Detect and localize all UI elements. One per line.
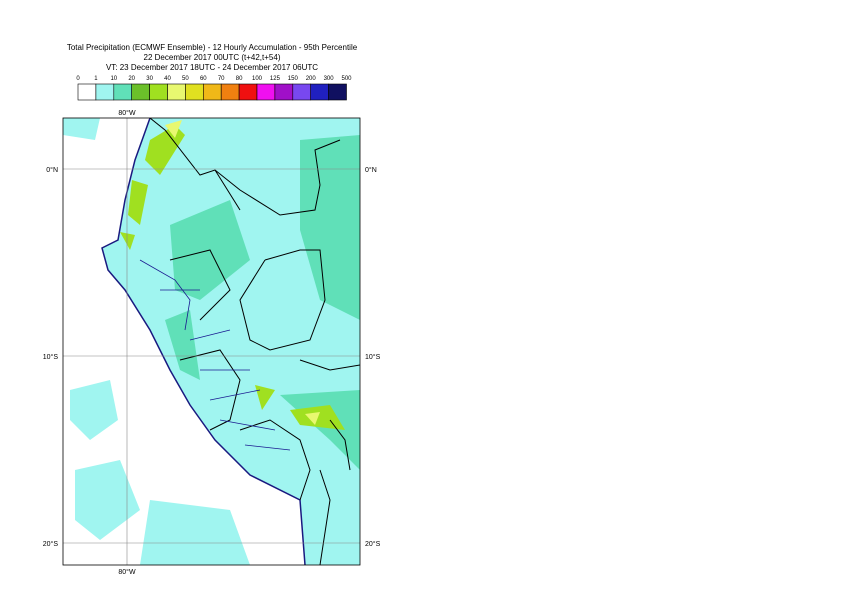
legend-swatch xyxy=(274,83,294,101)
legend-swatch xyxy=(292,83,311,101)
graticule xyxy=(63,118,360,565)
legend: 0 1 10 20 30 40 50 60 70 80 100 125 150 200 300 500 xyxy=(76,76,352,101)
legend-label: 1 xyxy=(94,76,98,82)
legend-label: 150 xyxy=(288,76,299,82)
borders xyxy=(149,118,360,565)
axis-labels: 80°W 80°W 0°N 0°N 10°S 10°S 20°S 20°S xyxy=(43,109,381,576)
legend-swatch xyxy=(256,83,276,101)
legend-swatch xyxy=(95,83,115,101)
legend-swatch xyxy=(185,83,204,101)
lat-label: 20°S xyxy=(43,540,59,548)
base-time: 22 December 2017 00UTC (t+42,t+54) xyxy=(144,53,281,62)
legend-label: 10 xyxy=(110,76,117,82)
legend-swatch xyxy=(77,83,97,101)
legend-label: 300 xyxy=(324,76,335,82)
legend-label: 60 xyxy=(200,76,207,82)
legend-label: 500 xyxy=(341,76,352,82)
legend-label: 30 xyxy=(146,76,153,82)
coastline xyxy=(101,118,306,565)
legend-swatch xyxy=(328,83,347,101)
legend-swatch xyxy=(131,83,150,101)
precip-patch xyxy=(165,135,360,470)
lat-label: 10°S xyxy=(365,353,381,361)
region-borders xyxy=(139,259,291,451)
legend-label: 50 xyxy=(182,76,189,82)
lon-label: 80°W xyxy=(118,568,136,576)
title: Total Precipitation (ECMWF Ensemble) - 1… xyxy=(67,43,358,52)
land-precip xyxy=(102,118,360,565)
lat-label: 10°S xyxy=(43,353,59,361)
legend-label: 200 xyxy=(306,76,317,82)
legend-label: 100 xyxy=(252,76,263,82)
legend-swatch xyxy=(149,83,168,101)
lat-label: 0°N xyxy=(46,166,58,174)
legend-swatch xyxy=(220,83,240,101)
map xyxy=(63,118,360,565)
legend-label: 125 xyxy=(270,76,281,82)
legend-swatch xyxy=(238,83,258,101)
legend-label: 80 xyxy=(236,76,243,82)
legend-label: 70 xyxy=(218,76,225,82)
lat-label: 0°N xyxy=(365,166,377,174)
map-frame xyxy=(62,117,361,566)
legend-swatch xyxy=(310,83,329,101)
valid-time: VT: 23 December 2017 18UTC - 24 December… xyxy=(106,63,318,72)
legend-label: 0 xyxy=(76,76,80,82)
lon-label: 80°W xyxy=(118,109,136,117)
legend-swatch xyxy=(203,83,222,101)
legend-swatch xyxy=(113,83,133,101)
legend-label: 20 xyxy=(128,76,135,82)
legend-swatch xyxy=(167,83,186,101)
legend-label: 40 xyxy=(164,76,171,82)
lat-label: 20°S xyxy=(365,540,381,548)
